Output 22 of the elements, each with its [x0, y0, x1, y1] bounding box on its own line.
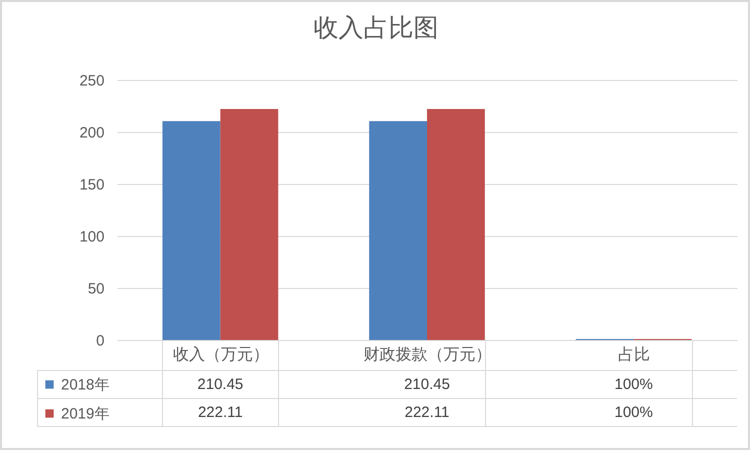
data-label: 100%	[614, 376, 653, 393]
data-label: 222.11	[198, 404, 243, 421]
y-tick-label: 200	[79, 124, 104, 142]
data-label: 100%	[614, 404, 653, 421]
legend-label: 2018年	[61, 376, 110, 394]
y-tick-label: 250	[79, 72, 104, 90]
y-tick-label: 100	[79, 228, 104, 246]
bar	[369, 121, 427, 340]
y-tick-label: 0	[96, 332, 104, 350]
y-tick-label: 50	[88, 280, 104, 298]
legend-label: 2019年	[61, 406, 110, 422]
bar	[427, 109, 485, 340]
bar	[220, 109, 278, 340]
data-label: 222.11	[404, 404, 450, 421]
bar	[162, 121, 220, 340]
chart-title: 收入占比图	[314, 13, 438, 42]
x-tick-label: 收入（万元）	[172, 346, 269, 364]
x-tick-label: 财政拨款（万元）	[364, 346, 492, 364]
y-tick-label: 150	[79, 176, 104, 194]
data-label: 210.45	[404, 376, 450, 393]
data-label: 210.45	[197, 376, 244, 393]
x-tick-label: 占比	[618, 346, 650, 364]
